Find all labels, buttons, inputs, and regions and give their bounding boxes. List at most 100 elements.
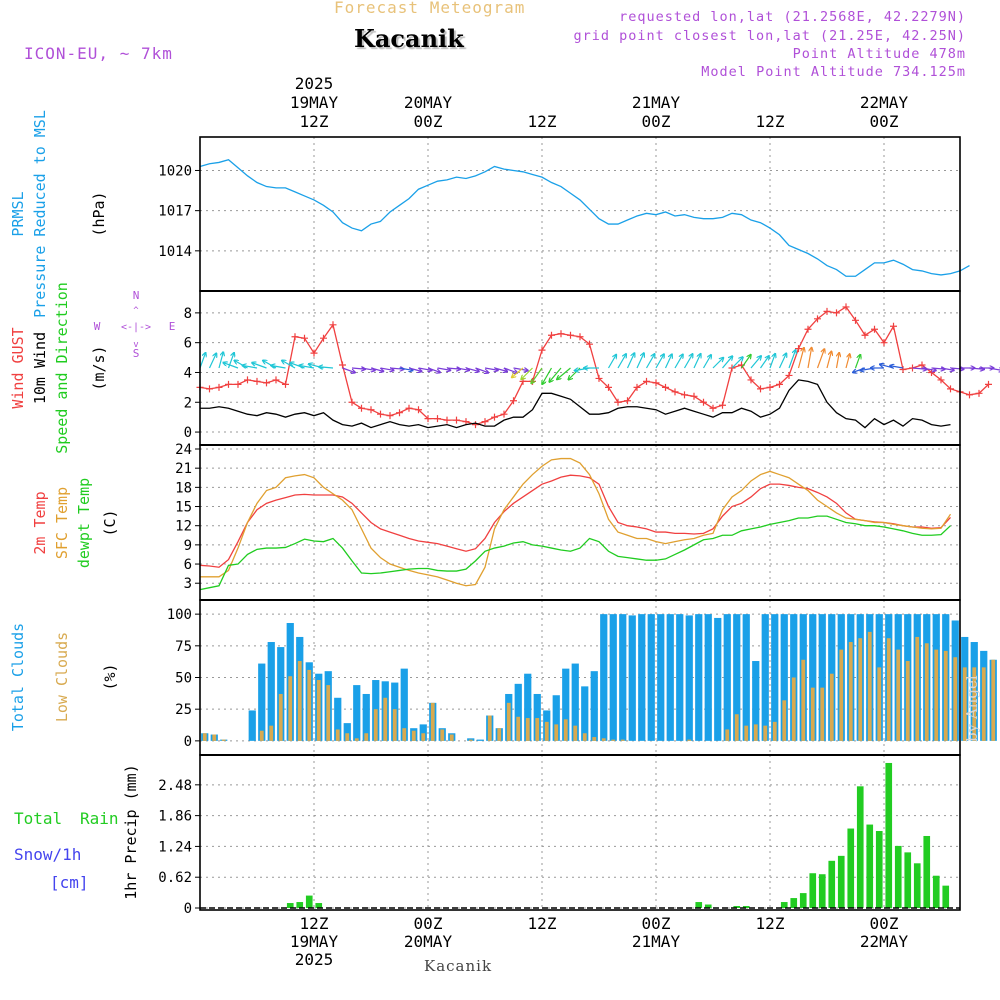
model-label: ICON-EU, ~ 7km <box>24 44 173 63</box>
total-cloud-bar <box>400 668 408 741</box>
total-cloud-bar <box>419 724 427 741</box>
gust-marker <box>690 392 698 400</box>
total-cloud-bar <box>780 614 788 741</box>
bottom-time-label: 12Z <box>756 914 785 933</box>
wind-direction-arrow <box>617 354 626 369</box>
bottom-time-label: 20MAY <box>404 932 453 951</box>
wind-direction-arrow <box>512 367 524 377</box>
gust-marker <box>605 383 612 391</box>
low-cloud-bar <box>981 667 986 741</box>
gust-marker <box>424 415 432 423</box>
y-tick-label: 24 <box>175 442 192 458</box>
wind-direction-arrow <box>351 368 365 369</box>
gust-marker <box>443 416 451 424</box>
compass-e: E <box>169 320 176 333</box>
temperature-line-0 <box>199 474 951 568</box>
top-time-label: 21MAY <box>632 93 681 112</box>
wind-direction-arrow <box>223 363 239 369</box>
wind-direction-arrow <box>712 358 723 369</box>
gust-marker <box>491 413 498 421</box>
gust-marker <box>576 333 584 341</box>
wind-direction-arrow <box>664 354 672 369</box>
low-cloud-bar <box>544 721 549 741</box>
total-cloud-bar <box>524 673 532 741</box>
gust-marker <box>263 379 270 387</box>
gust-marker <box>871 325 878 333</box>
low-cloud-bar <box>801 659 806 741</box>
temperature-line-2 <box>199 515 951 591</box>
grid-point-location: grid point closest lon,lat (21.25E, 42.2… <box>573 28 966 44</box>
total-cloud-bar <box>248 710 256 741</box>
station-title: Kacanik <box>354 24 464 53</box>
gust-marker <box>880 339 888 347</box>
low-cloud-bar <box>810 687 815 741</box>
low-cloud-bar <box>392 709 397 741</box>
total-cloud-bar <box>685 615 693 741</box>
y-tick-label: 18 <box>175 480 192 496</box>
wind-direction-arrow <box>408 367 422 371</box>
gust-marker <box>662 383 669 391</box>
top-time-label: 00Z <box>414 112 443 131</box>
total-cloud-bar <box>809 614 817 741</box>
gust-marker <box>434 415 441 423</box>
low-cloud-bar <box>421 733 426 741</box>
gust-marker <box>899 365 907 373</box>
gust-marker <box>595 374 603 382</box>
wind-direction-arrow <box>912 368 927 369</box>
low-cloud-bar <box>858 638 863 741</box>
y-tick-label: 0 <box>184 734 192 750</box>
point-altitude: Point Altitude 478m <box>792 46 966 62</box>
low-cloud-bar <box>506 702 511 741</box>
low-cloud-bar <box>848 642 853 741</box>
top-time-label: 2025 <box>295 74 334 93</box>
clouds-unit-label: (%) <box>101 663 119 690</box>
model-altitude: Model Point Altitude 734.125m <box>701 64 966 80</box>
wind-direction-arrow <box>342 367 355 373</box>
total-cloud-bar <box>362 693 370 741</box>
wind-speed-line <box>200 379 951 429</box>
wind-direction-arrow <box>271 365 286 368</box>
gust-marker <box>652 379 660 387</box>
gust-marker <box>510 397 517 405</box>
rain-bar <box>733 906 741 908</box>
gust-marker <box>567 331 574 339</box>
wind-unit-label: (m/s) <box>90 345 108 390</box>
low-cloud-bar <box>516 716 521 741</box>
rain-bar <box>885 762 893 908</box>
total-cloud-bar <box>714 617 722 741</box>
compass-vert-top: ^ <box>133 306 139 316</box>
low-cloud-bar <box>943 650 948 741</box>
wind-direction-arrow <box>446 368 460 369</box>
wind-direction-arrow <box>835 353 840 369</box>
total-cloud-bar <box>514 683 522 741</box>
wind-direction-arrow <box>494 367 508 371</box>
low-cloud-bar <box>497 728 502 741</box>
requested-location: requested lon,lat (21.2568E, 42.2279N) <box>619 9 966 25</box>
prmsl-desc-label: Pressure Reduced to MSL <box>31 110 49 318</box>
y-tick-label: 50 <box>175 671 192 687</box>
gust-marker <box>386 412 394 420</box>
gust-marker <box>766 383 774 391</box>
wind-direction-arrow <box>807 348 812 369</box>
rain-bar <box>856 786 864 908</box>
low-cloud-bar <box>744 725 749 741</box>
rain-bar <box>286 903 294 908</box>
rain-bar <box>296 902 304 908</box>
bottom-time-label: 00Z <box>642 914 671 933</box>
rain-bar <box>809 873 817 908</box>
low-cloud-bar <box>288 676 293 741</box>
low-cloud-bar <box>402 728 407 741</box>
low-cloud-bar <box>896 649 901 741</box>
gust-marker <box>890 322 897 330</box>
wind-direction-arrow <box>940 368 954 370</box>
watermark: by Angel <box>963 675 981 742</box>
bottom-time-label: 00Z <box>414 914 443 933</box>
low-cloud-bar <box>953 657 958 741</box>
y-tick-label: 100 <box>167 607 192 623</box>
rain-bar <box>913 863 921 908</box>
low-cloud-bar <box>601 738 606 741</box>
total-cloud-bar <box>733 614 741 741</box>
bottom-time-label: 21MAY <box>632 932 681 951</box>
precip-unit-label: 1hr Precip (mm) <box>122 764 140 899</box>
